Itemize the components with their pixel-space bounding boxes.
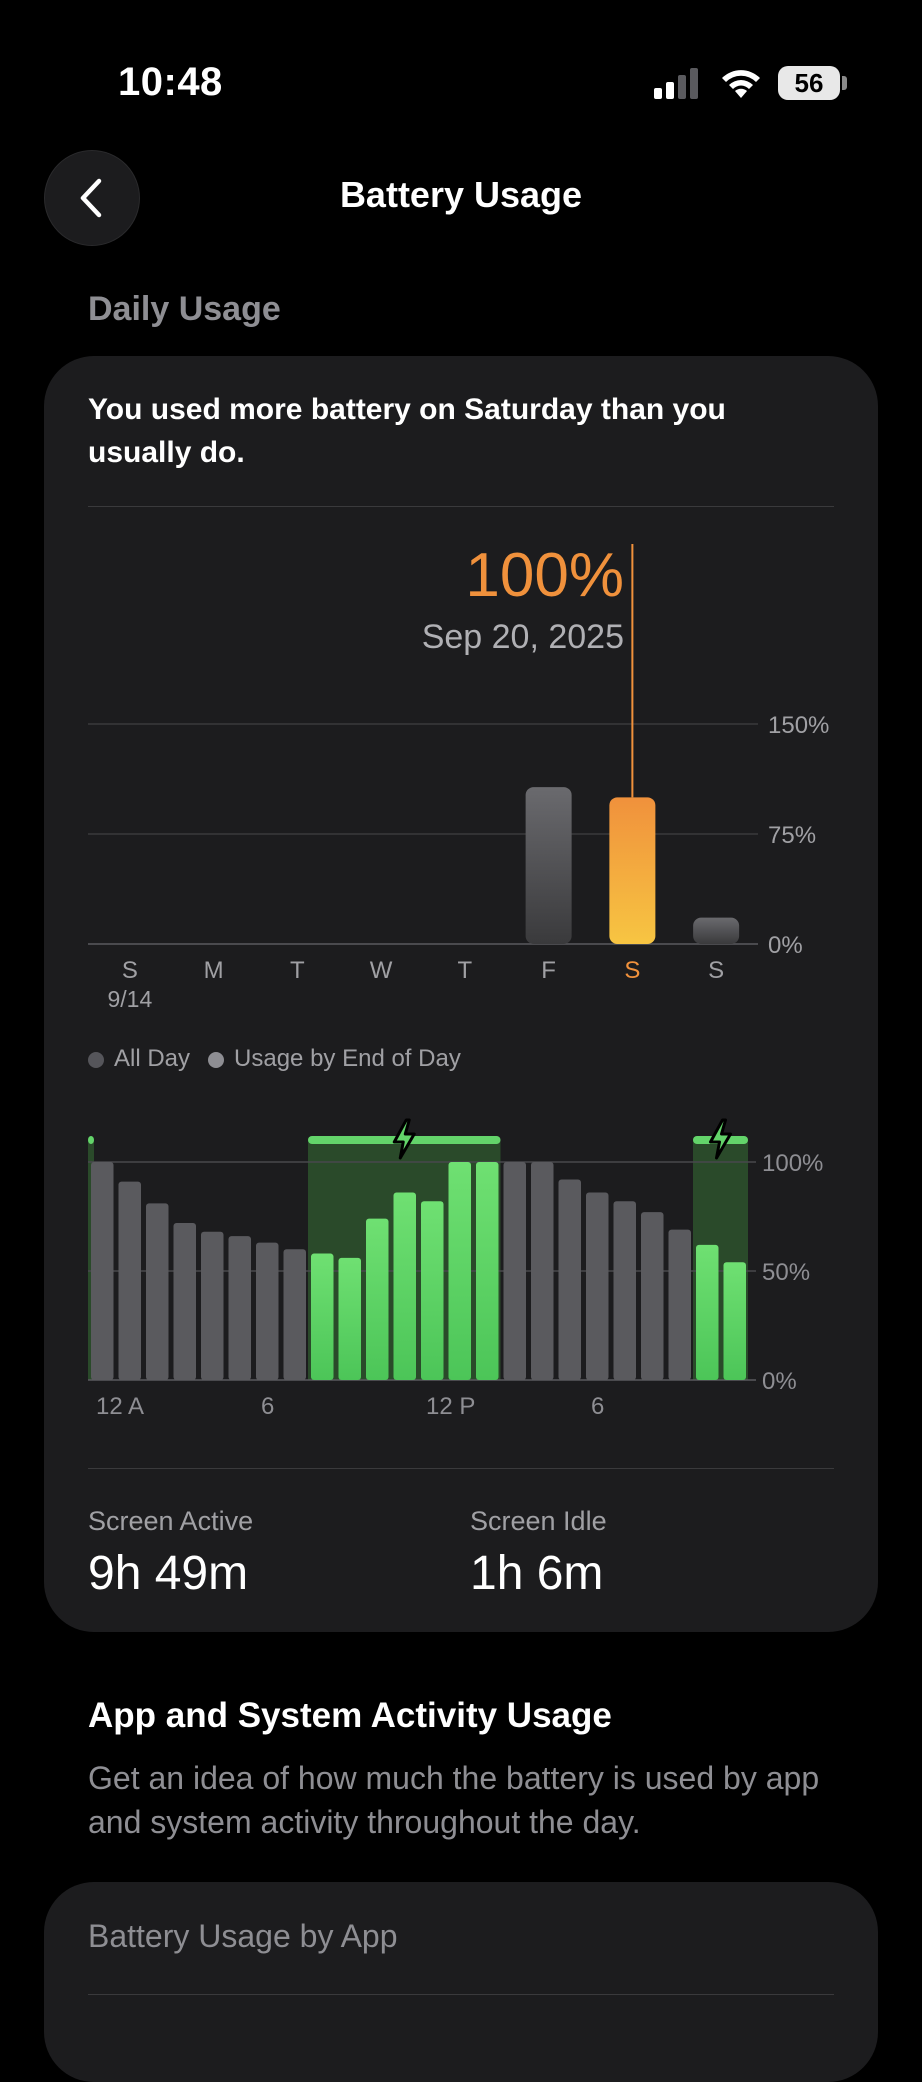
x-tick-label: F: [541, 957, 556, 984]
x-tick-sublabel: 9/14: [107, 986, 152, 1012]
daily-usage-card: [44, 356, 878, 1632]
legend-dot-end-of-day: [208, 1051, 225, 1068]
charging-bolt-icon: [392, 1118, 416, 1160]
screen-active-label: Screen Active: [88, 1506, 254, 1536]
hourly-bar: [613, 1201, 636, 1380]
selected-day-value: 100%: [465, 541, 624, 610]
bar-selected: [609, 797, 656, 944]
hourly-bar-charging: [723, 1262, 746, 1380]
daily-usage-chart[interactable]: 150%75%0%S9/14M T W T F S S: [0, 0, 922, 1040]
back-button[interactable]: [44, 150, 140, 246]
selected-day-date: Sep 20, 2025: [421, 618, 624, 656]
x-tick-label: S: [624, 957, 640, 984]
screen-active-value: 9h 49m: [88, 1547, 249, 1600]
hourly-bar-charging: [476, 1162, 499, 1380]
battery-nub: [842, 76, 847, 90]
y-tick-label: 0%: [762, 1368, 797, 1395]
divider: [88, 1994, 834, 1995]
battery-percent: 56: [794, 68, 824, 98]
hourly-bar: [641, 1212, 664, 1380]
hourly-bar: [91, 1162, 114, 1380]
chevron-left-icon: [80, 178, 102, 218]
battery-icon: 56: [778, 66, 840, 100]
hourly-bar: [146, 1203, 169, 1380]
bar: [525, 787, 572, 944]
battery-usage-by-app-card[interactable]: [44, 1882, 878, 2082]
page-title: Battery Usage: [339, 174, 583, 215]
section-header-daily-usage: Daily Usage: [88, 290, 281, 328]
hourly-usage-chart[interactable]: 100% 50% 0% 12 A 6 12 P 6: [0, 1100, 922, 1430]
bar: [693, 917, 740, 944]
x-tick-label: M: [204, 957, 224, 984]
legend-dot-all-day: [88, 1051, 104, 1068]
x-tick-label: T: [290, 957, 305, 984]
x-tick-label: 12 A: [96, 1393, 144, 1420]
hourly-bar: [531, 1162, 554, 1380]
y-tick-label: 50%: [762, 1259, 810, 1286]
y-tick-label: 75%: [768, 822, 816, 849]
battery-usage-by-app-title: Battery Usage by App: [88, 1918, 398, 1954]
hourly-bar: [118, 1181, 141, 1380]
hourly-bar: [201, 1231, 224, 1380]
hourly-bar-charging: [311, 1253, 334, 1380]
hourly-bar: [283, 1249, 306, 1380]
hourly-bar-charging: [338, 1257, 361, 1380]
x-tick-label: 6: [261, 1393, 274, 1420]
divider: [88, 506, 834, 507]
x-tick-label: W: [370, 957, 393, 984]
legend-all-day: All Day: [114, 1045, 191, 1072]
screen-idle-label: Screen Idle: [470, 1506, 607, 1536]
x-tick-label: 6: [591, 1393, 604, 1420]
hourly-bar: [256, 1242, 279, 1380]
charging-bolt-icon: [709, 1118, 732, 1160]
hourly-bar: [503, 1162, 526, 1380]
x-tick-label: S: [708, 957, 724, 984]
x-tick-label: 12 P: [426, 1393, 475, 1420]
hourly-bar-charging: [421, 1201, 444, 1380]
hourly-bar-charging: [696, 1244, 719, 1380]
cellular-signal-icon: [654, 68, 698, 99]
bolt-shape: [392, 1118, 416, 1160]
section-title-activity: App and System Activity Usage: [88, 1696, 612, 1735]
hourly-bar-charging: [366, 1218, 389, 1380]
y-tick-label: 100%: [762, 1150, 823, 1177]
y-tick-label: 0%: [768, 932, 803, 959]
chart-legend: All Day Usage by End of Day: [88, 1045, 461, 1073]
hourly-bar: [173, 1223, 196, 1380]
charging-bar: [88, 1136, 94, 1144]
legend-end-of-day: Usage by End of Day: [234, 1045, 461, 1072]
x-tick-label: S: [122, 957, 138, 984]
hourly-bar: [558, 1179, 581, 1380]
bolt-shape: [709, 1118, 732, 1160]
x-tick-label: T: [458, 957, 473, 984]
hourly-bar-charging: [448, 1162, 471, 1380]
status-time: 10:48: [118, 60, 223, 104]
hourly-bar: [586, 1192, 609, 1380]
hourly-bar-charging: [393, 1192, 416, 1380]
usage-insight-text: You used more battery on Saturday than y…: [88, 393, 726, 469]
y-tick-label: 150%: [768, 712, 829, 739]
hourly-bar: [668, 1229, 691, 1380]
hourly-bar: [228, 1236, 251, 1380]
divider: [88, 1468, 834, 1469]
wifi-icon: [722, 70, 760, 98]
screen-idle-value: 1h 6m: [470, 1547, 604, 1600]
section-description-activity: Get an idea of how much the battery is u…: [88, 1760, 820, 1840]
